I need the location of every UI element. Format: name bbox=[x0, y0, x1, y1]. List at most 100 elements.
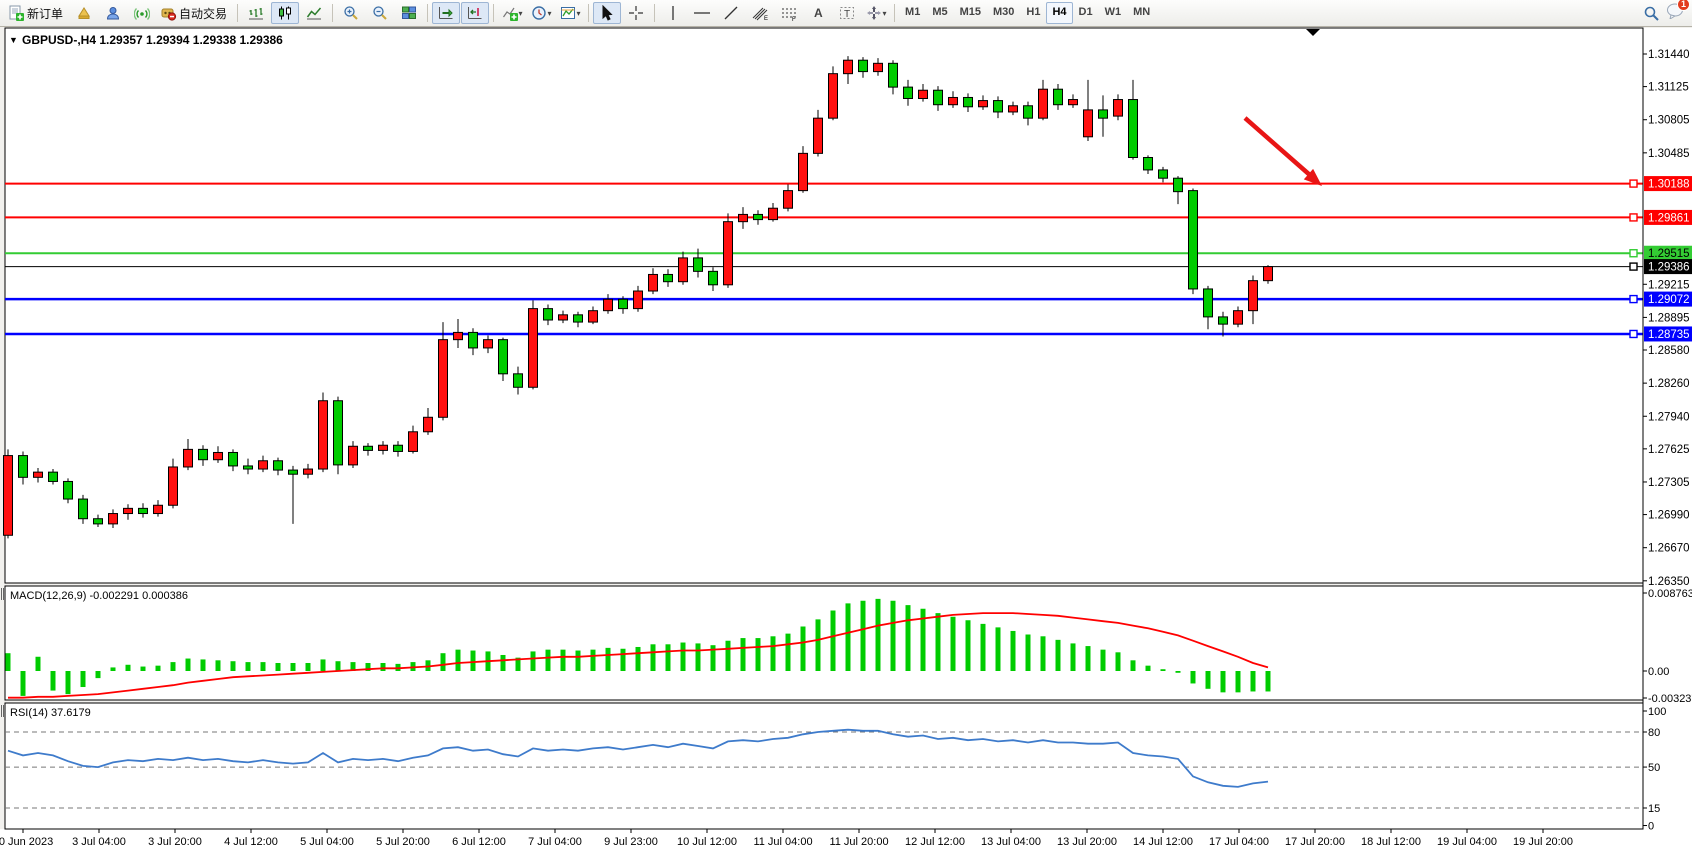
annotation-arrow[interactable] bbox=[1243, 116, 1322, 186]
templates-button[interactable]: ▾ bbox=[556, 2, 584, 24]
candle-body bbox=[813, 117, 823, 154]
candle-body bbox=[933, 89, 943, 106]
search-icon[interactable] bbox=[1643, 5, 1660, 22]
signal-button[interactable] bbox=[128, 2, 156, 24]
candle-body bbox=[423, 416, 433, 433]
level-endpoint-marker[interactable] bbox=[1629, 262, 1638, 271]
signal-icon bbox=[134, 8, 151, 20]
candle-body bbox=[1068, 99, 1078, 106]
candle-body bbox=[483, 339, 493, 349]
autotrading-button[interactable]: 自动交易 bbox=[157, 2, 233, 24]
timeframe-button-H4[interactable]: H4 bbox=[1046, 2, 1073, 24]
time-tick-label: 5 Jul 20:00 bbox=[376, 836, 430, 848]
candle-body bbox=[33, 471, 43, 478]
tile-windows-button[interactable] bbox=[395, 2, 423, 24]
bar-chart-icon bbox=[249, 8, 264, 20]
candle-body bbox=[1038, 88, 1048, 119]
timeframe-button-M1[interactable]: M1 bbox=[905, 6, 921, 18]
level-endpoint-marker[interactable] bbox=[1629, 294, 1638, 304]
price-level-badge-label: 1.29072 bbox=[1648, 294, 1690, 306]
symbol-menu-arrow-icon[interactable]: ▼ bbox=[9, 35, 18, 45]
candle-body bbox=[1098, 109, 1108, 119]
crosshair-tool-button[interactable] bbox=[622, 2, 650, 24]
text-tool-button[interactable]: A bbox=[804, 2, 832, 24]
candle-body bbox=[438, 339, 448, 418]
notification-badge: 1 bbox=[1677, 0, 1690, 11]
level-endpoint-marker[interactable] bbox=[1629, 213, 1638, 222]
zoom-in-button[interactable] bbox=[337, 2, 365, 24]
candle-body bbox=[618, 298, 628, 310]
candle-body bbox=[573, 314, 583, 323]
candle-body bbox=[993, 100, 1003, 113]
horizontal-line-tool-button[interactable] bbox=[688, 2, 716, 24]
price-level-badge bbox=[1644, 176, 1692, 192]
text-label-tool-button[interactable]: T bbox=[833, 2, 861, 24]
level-endpoint-marker[interactable] bbox=[1629, 249, 1638, 258]
level-endpoint-marker[interactable] bbox=[1629, 329, 1638, 339]
timeframe-button-D1[interactable]: D1 bbox=[1078, 6, 1093, 18]
trendline-tool-button[interactable] bbox=[717, 2, 745, 24]
timeframe-button-M30[interactable]: M30 bbox=[993, 6, 1015, 18]
rsi-label: RSI(14) 37.6179 bbox=[10, 707, 91, 719]
candle-body bbox=[603, 298, 613, 312]
rsi-scale-label: 15 bbox=[1648, 803, 1660, 815]
dropdown-caret-icon: ▾ bbox=[547, 8, 552, 18]
autotrading-label: 自动交易 bbox=[179, 6, 228, 21]
vertical-line-tool-button[interactable] bbox=[659, 2, 687, 24]
chart-panel bbox=[4, 585, 1644, 701]
time-tick-label: 3 Jul 20:00 bbox=[148, 836, 202, 848]
candle-body bbox=[1023, 105, 1033, 119]
bar-chart-button[interactable] bbox=[242, 2, 270, 24]
candle-body bbox=[903, 86, 913, 100]
profile-button[interactable] bbox=[99, 2, 127, 24]
candlestick-chart-button[interactable] bbox=[271, 2, 300, 24]
arrows-tool-button[interactable]: ▾ bbox=[862, 2, 890, 24]
time-tick-label: 14 Jul 12:00 bbox=[1133, 836, 1193, 848]
svg-text:E: E bbox=[764, 16, 768, 21]
timeframe-button-W1[interactable]: W1 bbox=[1104, 6, 1122, 18]
price-level-badge bbox=[1644, 291, 1692, 307]
zoom-out-button[interactable] bbox=[366, 2, 394, 24]
svg-text:A: A bbox=[814, 6, 823, 20]
cursor-tool-button[interactable] bbox=[593, 2, 622, 24]
macd-label: MACD(12,26,9) -0.002291 0.000386 bbox=[10, 590, 188, 602]
cursor-icon bbox=[602, 5, 613, 21]
timeframe-button-M15[interactable]: M15 bbox=[959, 6, 981, 18]
timeframe-button-H1[interactable]: H1 bbox=[1026, 6, 1041, 18]
auto-scroll-button[interactable] bbox=[432, 2, 461, 24]
candle-body bbox=[948, 96, 958, 106]
price-tick-label: 1.30485 bbox=[1648, 148, 1690, 160]
price-tick-label: 1.26990 bbox=[1648, 510, 1690, 522]
chart-window[interactable]: 1.31440 1.31125 1.30805 1.30485 1.29215 1.288… bbox=[0, 27, 1692, 851]
fibonacci-tool-button[interactable]: F bbox=[775, 2, 803, 24]
candle-body bbox=[663, 273, 673, 283]
candle-body bbox=[363, 445, 373, 451]
add-indicator-icon bbox=[502, 7, 518, 21]
quotes-button[interactable] bbox=[70, 2, 98, 24]
price-tick-label: 1.30805 bbox=[1648, 115, 1690, 127]
line-chart-button[interactable] bbox=[300, 2, 328, 24]
price-level-badge bbox=[1644, 209, 1692, 225]
equidistant-channel-tool-button[interactable]: E bbox=[746, 2, 774, 24]
price-tick-label: 1.29215 bbox=[1648, 279, 1690, 291]
tile-windows-icon bbox=[402, 6, 417, 19]
level-endpoint-marker[interactable] bbox=[1629, 179, 1638, 188]
timeframe-button-MN[interactable]: MN bbox=[1133, 6, 1151, 18]
chart-shift-button[interactable] bbox=[461, 2, 490, 24]
candle-body bbox=[78, 498, 88, 520]
candle-body bbox=[243, 465, 253, 470]
new-order-button[interactable]: 新订单 bbox=[5, 2, 69, 24]
chart-panel bbox=[4, 27, 1644, 584]
add-indicator-button[interactable]: ▾ bbox=[498, 2, 526, 24]
chart-shift-marker[interactable] bbox=[1306, 29, 1320, 36]
candle-body bbox=[1143, 157, 1153, 171]
notifications-button[interactable]: 1 bbox=[1666, 0, 1690, 24]
timeframe-switcher: M1 M5 M15 M30 H1 H4 D1 W1 MN bbox=[899, 2, 1156, 24]
rsi-scale-label: 0 bbox=[1648, 821, 1654, 833]
candle-body bbox=[1248, 280, 1258, 312]
candle-body bbox=[693, 257, 703, 272]
candle-body bbox=[213, 451, 223, 461]
timeframe-button-M5[interactable]: M5 bbox=[932, 6, 948, 18]
periods-button[interactable]: ▾ bbox=[527, 2, 555, 24]
rsi-panel: RSI(14) 37.6179 100 80 50 15 0 bbox=[5, 706, 1666, 833]
